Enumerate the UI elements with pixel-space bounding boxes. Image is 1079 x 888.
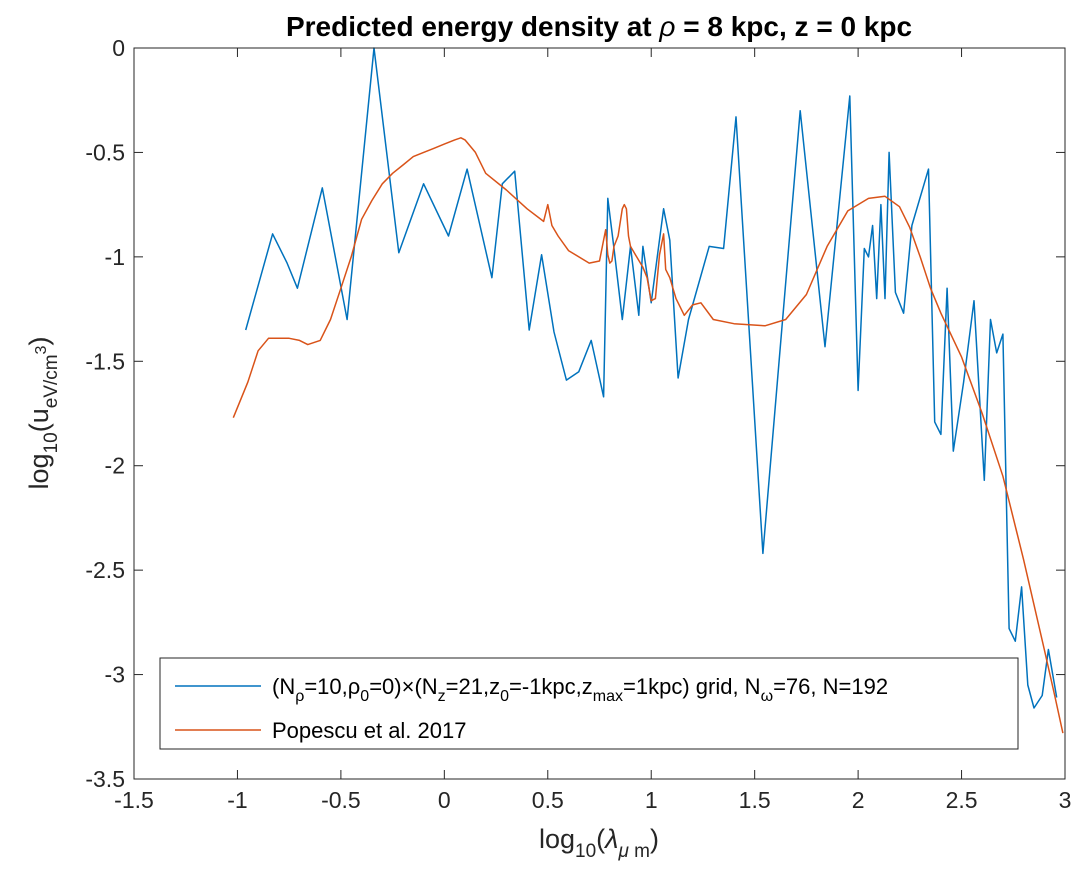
legend: (Nρ=10,ρ0=0)×(Nz=21,z0=-1kpc,zmax=1kpc) … — [159, 657, 1019, 750]
x-tick-label: 2.5 — [946, 787, 978, 813]
x-tick-label: -1 — [227, 787, 247, 813]
chart-title: Predicted energy density at ρ = 8 kpc, z… — [286, 11, 912, 42]
legend-text-part: z — [438, 688, 446, 705]
x-tick-label: 0.5 — [532, 787, 564, 813]
legend-text-part: =10, — [304, 674, 347, 699]
y-tick-label: -3 — [105, 662, 125, 688]
legend-text-part: =-1kpc,z — [509, 674, 593, 699]
legend-box — [159, 657, 1019, 750]
legend-text-part: =1kpc) grid, N — [623, 674, 761, 699]
series-layer — [232, 47, 1064, 734]
x-tick-label: 1.5 — [739, 787, 771, 813]
x-tick-label: -1.5 — [114, 787, 154, 813]
y-tick-label: -1 — [105, 244, 125, 270]
legend-text-part: max — [593, 688, 623, 705]
legend-text-part: 0 — [360, 688, 369, 705]
y-tick-label: -3.5 — [85, 766, 125, 792]
legend-text-part: 0 — [500, 688, 509, 705]
y-tick-label: 0 — [112, 35, 125, 61]
x-tick-label: -0.5 — [321, 787, 361, 813]
ticks-layer: -1.5 -1 -0.5 0 0.5 1 1.5 2 2.5 3 -3.5 -3 -2.5 -2 -1.5 -… — [85, 35, 1071, 813]
y-tick-label: -2.5 — [85, 557, 125, 583]
x-tick-label: 3 — [1059, 787, 1072, 813]
legend-text-part: ρ — [295, 688, 304, 705]
x-axis-label: log10(λμ m) — [539, 824, 659, 862]
legend-text-part: ω — [761, 688, 774, 705]
legend-text-part: Popescu et al. 2017 — [272, 718, 466, 743]
y-tick-label: -0.5 — [85, 139, 125, 165]
x-tick-label: 0 — [438, 787, 451, 813]
series-line-simulation — [244, 47, 1058, 709]
x-tick-label: 1 — [645, 787, 658, 813]
series-line-popescu — [232, 137, 1064, 734]
plot-area — [134, 48, 1065, 779]
legend-text-part: =76, N=192 — [773, 674, 888, 699]
y-axis-label: log10(ueV/cm3) — [24, 337, 62, 490]
legend-text-part: (N — [272, 674, 295, 699]
y-tick-label: -2 — [105, 453, 125, 479]
legend-label-simulation: (Nρ=10,ρ0=0)×(Nz=21,z0=-1kpc,zmax=1kpc) … — [272, 674, 888, 705]
legend-text-part: =0)×(N — [369, 674, 437, 699]
axes-box — [133, 47, 1066, 780]
legend-text-part: ρ — [348, 674, 361, 699]
y-tick-label: -1.5 — [85, 348, 125, 374]
x-tick-label: 2 — [852, 787, 865, 813]
legend-label-popescu: Popescu et al. 2017 — [272, 718, 466, 743]
legend-text-part: =21,z — [446, 674, 500, 699]
